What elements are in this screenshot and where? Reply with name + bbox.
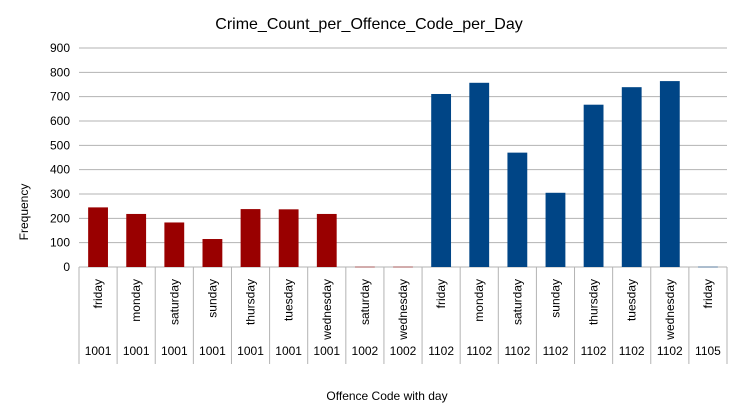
x-code-label: 1002 bbox=[352, 344, 379, 358]
x-day-label: wednesday bbox=[663, 279, 677, 341]
bar-1001-tuesday bbox=[278, 209, 299, 267]
x-code-label: 1001 bbox=[85, 344, 112, 358]
x-code-label: 1102 bbox=[581, 344, 607, 358]
x-code-label: 1001 bbox=[199, 344, 226, 358]
x-code-label: 1102 bbox=[543, 344, 569, 358]
bar-1102-monday bbox=[469, 82, 490, 268]
y-tick-label: 200 bbox=[50, 211, 70, 225]
x-day-label: tuesday bbox=[282, 279, 296, 321]
x-code-label: 1002 bbox=[390, 344, 417, 358]
x-day-label: thursday bbox=[244, 279, 258, 325]
bar-1102-tuesday bbox=[621, 87, 642, 267]
x-day-label: wednesday bbox=[396, 279, 410, 341]
x-day-label: saturday bbox=[167, 279, 181, 325]
x-code-label: 1102 bbox=[657, 344, 683, 358]
x-category-labels: friday 1001 monday 1001 saturday 1001 sunday 10… bbox=[85, 279, 721, 358]
x-code-label: 1102 bbox=[428, 344, 454, 358]
bar-1002-wednesday bbox=[393, 266, 413, 268]
x-code-label: 1001 bbox=[313, 344, 340, 358]
y-tick-label: 0 bbox=[63, 260, 70, 274]
y-tick-labels: 0 100 200 300 400 500 600 700 800 900 bbox=[50, 41, 70, 274]
x-day-label: sunday bbox=[205, 279, 219, 318]
x-day-label: saturday bbox=[358, 279, 372, 325]
x-day-label: thursday bbox=[587, 279, 601, 325]
x-code-label: 1001 bbox=[275, 344, 302, 358]
bar-1102-thursday bbox=[583, 104, 604, 268]
y-tick-label: 300 bbox=[50, 187, 70, 201]
bar-1001-saturday bbox=[164, 222, 185, 267]
x-code-label: 1102 bbox=[466, 344, 492, 358]
x-code-label: 1102 bbox=[504, 344, 530, 358]
bar-1001-monday bbox=[126, 213, 147, 267]
x-day-label: friday bbox=[91, 279, 105, 308]
y-tick-label: 500 bbox=[50, 138, 70, 152]
x-axis-title: Offence Code with day bbox=[326, 389, 447, 403]
x-code-label: 1001 bbox=[237, 344, 264, 358]
y-tick-label: 700 bbox=[50, 90, 70, 104]
x-day-label: friday bbox=[701, 279, 715, 308]
bar-1102-friday bbox=[431, 93, 452, 268]
y-tick-label: 900 bbox=[50, 41, 70, 55]
x-day-label: tuesday bbox=[625, 279, 639, 321]
y-tick-label: 400 bbox=[50, 163, 70, 177]
x-day-label: friday bbox=[434, 279, 448, 308]
x-code-label: 1001 bbox=[161, 344, 188, 358]
x-code-label: 1001 bbox=[123, 344, 150, 358]
bar-1001-friday bbox=[88, 207, 108, 267]
chart-title: Crime_Count_per_Offence_Code_per_Day bbox=[215, 16, 522, 33]
bar-1001-thursday bbox=[240, 209, 261, 267]
bar-1105-friday bbox=[698, 266, 718, 268]
gridlines bbox=[78, 47, 728, 364]
x-day-label: wednesday bbox=[320, 279, 334, 341]
x-code-label: 1105 bbox=[695, 344, 721, 358]
x-day-label: monday bbox=[129, 279, 143, 322]
x-day-label: sunday bbox=[548, 279, 562, 318]
y-axis-title: Frequency bbox=[17, 184, 31, 241]
y-tick-label: 600 bbox=[50, 114, 70, 128]
x-day-label: saturday bbox=[510, 279, 524, 325]
y-tick-label: 800 bbox=[50, 65, 70, 79]
bars bbox=[88, 81, 718, 268]
x-day-label: monday bbox=[472, 279, 486, 322]
y-tick-label: 100 bbox=[50, 236, 70, 250]
bar-1001-wednesday bbox=[316, 213, 337, 267]
bar-1102-saturday bbox=[507, 152, 528, 267]
bar-1102-wednesday bbox=[659, 81, 680, 268]
bar-1001-sunday bbox=[202, 239, 223, 267]
bar-1102-sunday bbox=[545, 192, 566, 267]
bar-1002-saturday bbox=[354, 266, 375, 268]
x-code-label: 1102 bbox=[619, 344, 645, 358]
